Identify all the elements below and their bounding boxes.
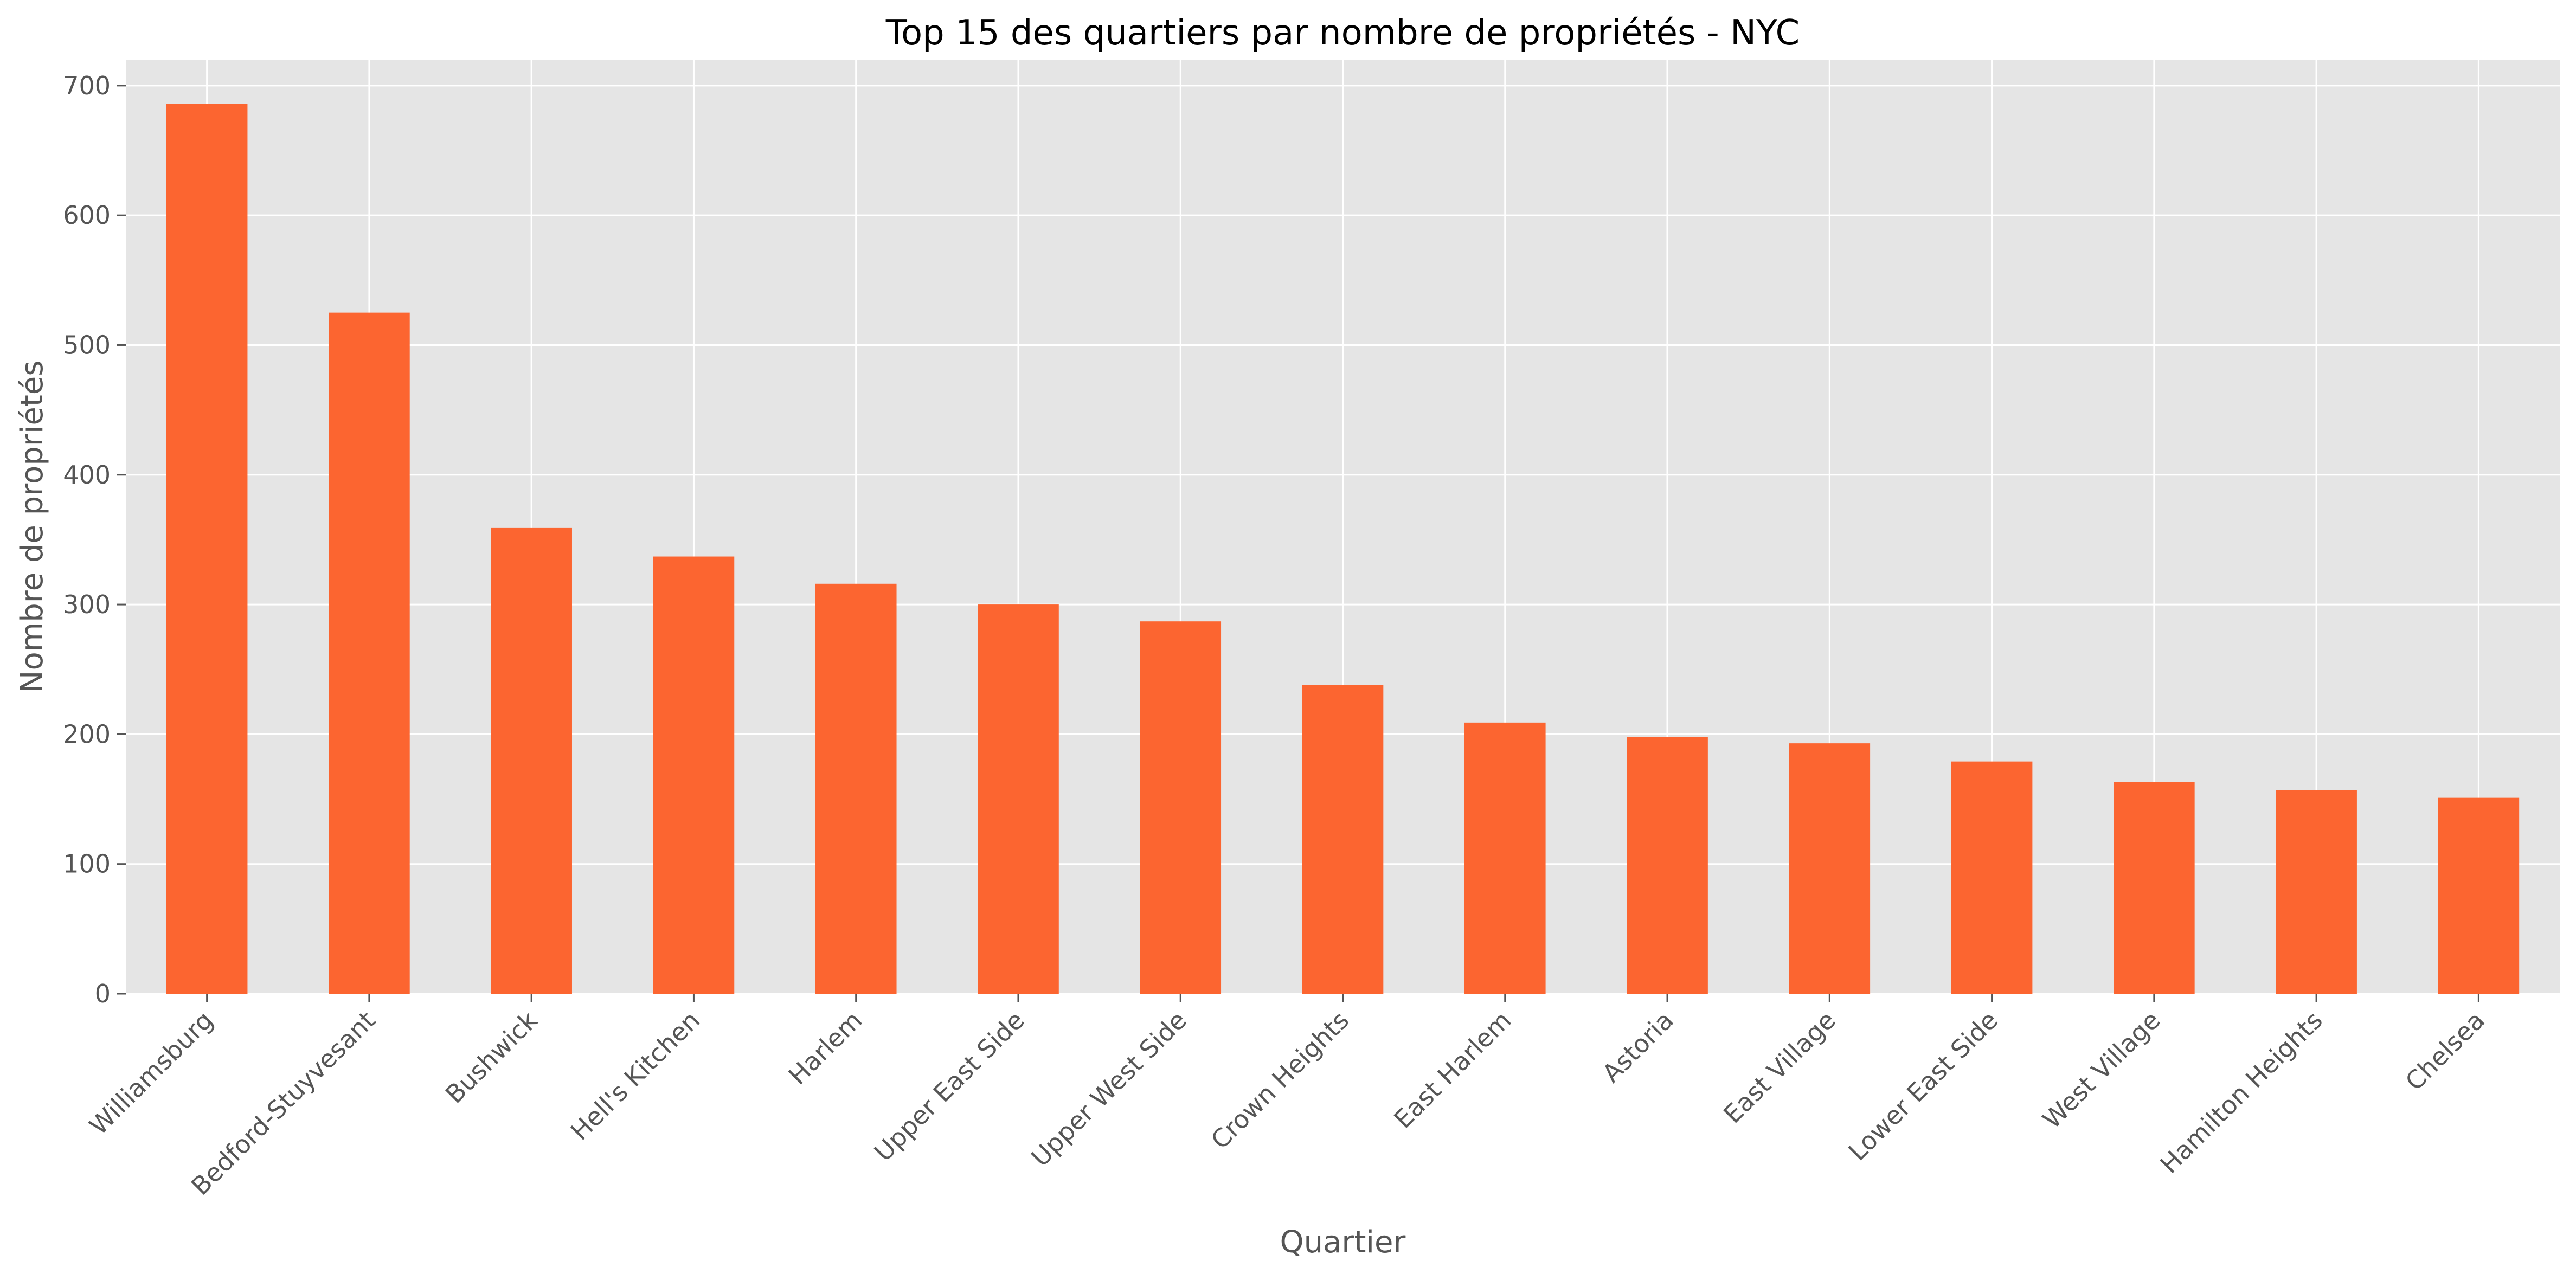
- bar-crown-heights: [1302, 685, 1384, 994]
- x-tick-label: Upper East Side: [869, 1006, 1030, 1167]
- chart-title: Top 15 des quartiers par nombre de propr…: [885, 13, 1800, 53]
- x-tick-label: Bushwick: [440, 1005, 543, 1109]
- bar-harlem: [815, 583, 897, 994]
- x-tick-label: Astoria: [1596, 1006, 1679, 1088]
- bar-hell-s-kitchen: [653, 556, 735, 994]
- x-tick-label: Bedford-Stuyvesant: [185, 1006, 381, 1201]
- bar-astoria: [1627, 737, 1708, 994]
- y-tick-label: 0: [95, 979, 111, 1008]
- bar-upper-east-side: [978, 604, 1059, 994]
- bar-chelsea: [2438, 797, 2520, 994]
- y-axis-label: Nombre de propriétés: [15, 361, 50, 693]
- x-tick-label: West Village: [2037, 1006, 2166, 1135]
- bars: [166, 104, 2520, 994]
- y-tick-label: 200: [63, 719, 111, 749]
- x-tick-label: Chelsea: [2400, 1006, 2490, 1096]
- bar-lower-east-side: [1951, 761, 2033, 994]
- y-tick-label: 300: [63, 590, 111, 619]
- x-tick-label: Crown Heights: [1205, 1006, 1354, 1155]
- bar-east-village: [1789, 743, 1871, 994]
- y-tick-label: 100: [63, 850, 111, 879]
- x-tick-label: Upper West Side: [1025, 1006, 1192, 1173]
- x-tick-label: Hell's Kitchen: [565, 1006, 705, 1146]
- bar-bedford-stuyvesant: [329, 312, 410, 994]
- x-tick-label: East Harlem: [1388, 1006, 1517, 1134]
- bar-upper-west-side: [1140, 621, 1222, 994]
- y-tick-label: 600: [63, 201, 111, 230]
- x-tick-label: Williamsburg: [83, 1006, 219, 1141]
- x-tick-label: Hamilton Heights: [2154, 1006, 2328, 1179]
- y-tick-label: 500: [63, 330, 111, 359]
- y-tick-label: 400: [63, 460, 111, 490]
- x-axis-label: Quartier: [1280, 1225, 1406, 1260]
- x-tick-label: Harlem: [783, 1006, 868, 1091]
- x-tick-label: Lower East Side: [1843, 1006, 2004, 1167]
- bar-west-village: [2114, 782, 2195, 994]
- bar-hamilton-heights: [2276, 790, 2357, 994]
- y-axis-ticks: 0 100 200 300 400 500 600 700: [63, 71, 126, 1008]
- bar-williamsburg: [166, 104, 248, 994]
- x-tick-label: East Village: [1718, 1006, 1841, 1129]
- bar-bushwick: [491, 527, 572, 994]
- bar-east-harlem: [1464, 722, 1546, 994]
- y-tick-label: 700: [63, 71, 111, 100]
